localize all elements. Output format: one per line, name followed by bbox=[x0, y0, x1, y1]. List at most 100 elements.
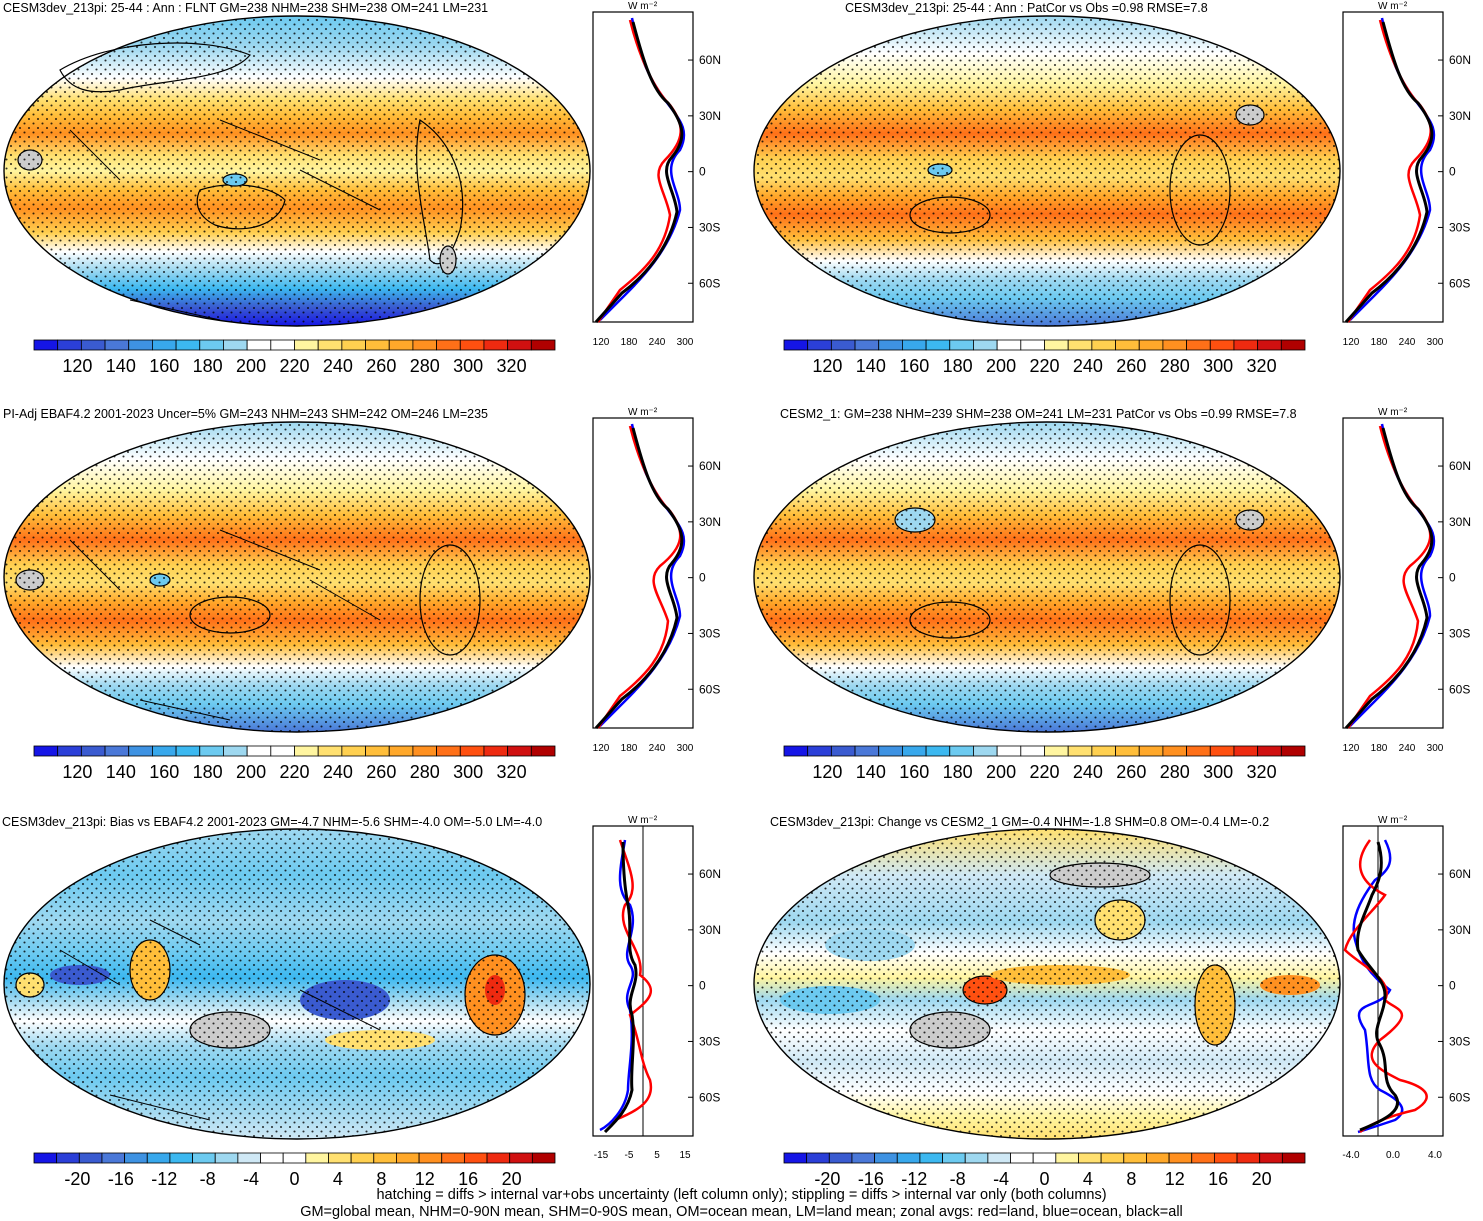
panel-5-colorbar: -20 -16 -12 -8 -4 0 4 8 12 16 20 bbox=[33, 1152, 556, 1189]
colorbar-swatch bbox=[365, 339, 390, 351]
colorbar-swatch bbox=[214, 1152, 239, 1164]
zonal-x-tick-label: 240 bbox=[649, 337, 666, 348]
colorbar-swatch bbox=[1115, 745, 1140, 757]
colorbar-swatch bbox=[1078, 1152, 1102, 1164]
colorbar-label: 20 bbox=[1252, 1169, 1272, 1189]
colorbar-swatch bbox=[878, 745, 903, 757]
panel-2: CESM3dev_213pi: 25-44 : Ann : PatCor vs … bbox=[753, 1, 1471, 376]
colorbar-swatch bbox=[507, 339, 532, 351]
colorbar-swatch bbox=[1162, 745, 1187, 757]
colorbar-label: 280 bbox=[410, 356, 440, 376]
zonal-x-tick-label: -15 bbox=[594, 1150, 609, 1161]
panel-5-unit-label: W m⁻² bbox=[628, 815, 658, 826]
panel-6-colorbar: -20 -16 -12 -8 -4 0 4 8 12 16 20 bbox=[783, 1152, 1306, 1189]
zonal-x-tick-label: 300 bbox=[677, 743, 694, 754]
colorbar-label: 180 bbox=[943, 356, 973, 376]
colorbar-swatch bbox=[328, 1152, 352, 1164]
colorbar-label: 8 bbox=[376, 1169, 386, 1189]
panel-2-title: CESM3dev_213pi: 25-44 : Ann : PatCor vs … bbox=[845, 1, 1208, 15]
colorbar-swatch bbox=[33, 339, 59, 351]
footer-line-1: hatching = diffs > internal var+obs unce… bbox=[376, 1187, 1107, 1203]
lat-label: 30N bbox=[1449, 515, 1471, 529]
colorbar-label: 16 bbox=[1208, 1169, 1228, 1189]
zonal-x-tick-label: 240 bbox=[1399, 337, 1416, 348]
lat-label: 0 bbox=[1449, 165, 1456, 179]
colorbar-swatch bbox=[1209, 339, 1235, 351]
colorbar-label: 160 bbox=[899, 356, 929, 376]
colorbar-swatch bbox=[152, 339, 177, 351]
panel-3-colorbar: 120 140 160 180 200 220 240 260 280 300 320 bbox=[33, 745, 556, 782]
lat-label: 0 bbox=[699, 571, 706, 585]
colorbar-label: -8 bbox=[200, 1169, 216, 1189]
colorbar-swatch bbox=[341, 745, 366, 757]
zonal-x-tick-label: 5 bbox=[654, 1150, 660, 1161]
colorbar-swatch bbox=[128, 339, 153, 351]
zonal-x-tick-label: 4.0 bbox=[1428, 1150, 1442, 1161]
panel-5-title: CESM3dev_213pi: Bias vs EBAF4.2 2001-202… bbox=[2, 815, 542, 829]
colorbar-swatch bbox=[1032, 1152, 1057, 1164]
colorbar-swatch bbox=[175, 339, 201, 351]
colorbar-swatch bbox=[199, 339, 224, 351]
lat-label: 30N bbox=[699, 109, 721, 123]
colorbar-swatch bbox=[169, 1152, 193, 1164]
panel-4-zonal-plot: W m⁻² 60N 30N 0 30S 60S 120 180 240 300 bbox=[1342, 407, 1471, 754]
panel-3-title: PI-Adj EBAF4.2 2001-2023 Uncer=5% GM=243… bbox=[3, 407, 488, 421]
colorbar-swatch bbox=[341, 339, 366, 351]
colorbar-swatch bbox=[530, 745, 556, 757]
colorbar-swatch bbox=[175, 745, 201, 757]
colorbar-swatch bbox=[237, 1152, 261, 1164]
colorbar-label: 320 bbox=[1247, 762, 1277, 782]
colorbar-swatch bbox=[270, 745, 295, 757]
colorbar-swatch bbox=[996, 339, 1022, 351]
panel-1: CESM3dev_213pi: 25-44 : Ann : FLNT GM=23… bbox=[3, 1, 721, 376]
colorbar-label: 260 bbox=[1116, 762, 1146, 782]
colorbar-swatch bbox=[124, 1152, 148, 1164]
colorbar-label: 160 bbox=[149, 762, 179, 782]
colorbar-label: 240 bbox=[323, 762, 353, 782]
colorbar-swatch bbox=[33, 1152, 58, 1164]
colorbar-swatch bbox=[305, 1152, 329, 1164]
colorbar-label: 300 bbox=[1203, 762, 1233, 782]
panel-5: CESM3dev_213pi: Bias vs EBAF4.2 2001-202… bbox=[2, 815, 721, 1189]
colorbar-swatch bbox=[80, 745, 106, 757]
panel-2-map bbox=[753, 15, 1341, 327]
colorbar-label: 320 bbox=[497, 356, 527, 376]
zonal-x-tick-label: 240 bbox=[649, 743, 666, 754]
colorbar-swatch bbox=[896, 1152, 921, 1164]
panel-1-title: CESM3dev_213pi: 25-44 : Ann : FLNT GM=23… bbox=[3, 1, 488, 15]
colorbar-swatch bbox=[223, 745, 248, 757]
zonal-x-tick-label: 300 bbox=[677, 337, 694, 348]
zonal-x-tick-label: 120 bbox=[1343, 337, 1360, 348]
colorbar-swatch bbox=[1257, 339, 1282, 351]
colorbar-swatch bbox=[104, 339, 130, 351]
colorbar-swatch bbox=[1280, 745, 1306, 757]
colorbar-swatch bbox=[1168, 1152, 1193, 1164]
colorbar-swatch bbox=[1020, 339, 1045, 351]
colorbar-swatch bbox=[412, 339, 437, 351]
colorbar-label: 280 bbox=[1160, 356, 1190, 376]
colorbar-label: 140 bbox=[106, 762, 136, 782]
colorbar-swatch bbox=[101, 1152, 126, 1164]
colorbar-swatch bbox=[1055, 1152, 1079, 1164]
colorbar-label: 12 bbox=[415, 1169, 435, 1189]
colorbar-swatch bbox=[192, 1152, 216, 1164]
colorbar-swatch bbox=[246, 745, 272, 757]
colorbar-swatch bbox=[1213, 1152, 1238, 1164]
colorbar-swatch bbox=[317, 745, 343, 757]
colorbar-label: -12 bbox=[901, 1169, 927, 1189]
lat-label: 60N bbox=[1449, 459, 1471, 473]
colorbar-swatch bbox=[1138, 339, 1164, 351]
lat-label: 60N bbox=[1449, 53, 1471, 67]
colorbar-swatch bbox=[33, 745, 59, 757]
colorbar-swatch bbox=[830, 339, 856, 351]
colorbar-swatch bbox=[987, 1152, 1011, 1164]
colorbar-swatch bbox=[294, 745, 319, 757]
colorbar-swatch bbox=[830, 745, 856, 757]
lat-label: 0 bbox=[1449, 979, 1456, 993]
colorbar-label: 140 bbox=[856, 762, 886, 782]
colorbar-swatch bbox=[1186, 339, 1211, 351]
colorbar-swatch bbox=[1115, 339, 1140, 351]
lat-label: 30N bbox=[1449, 923, 1471, 937]
colorbar-swatch bbox=[128, 745, 153, 757]
